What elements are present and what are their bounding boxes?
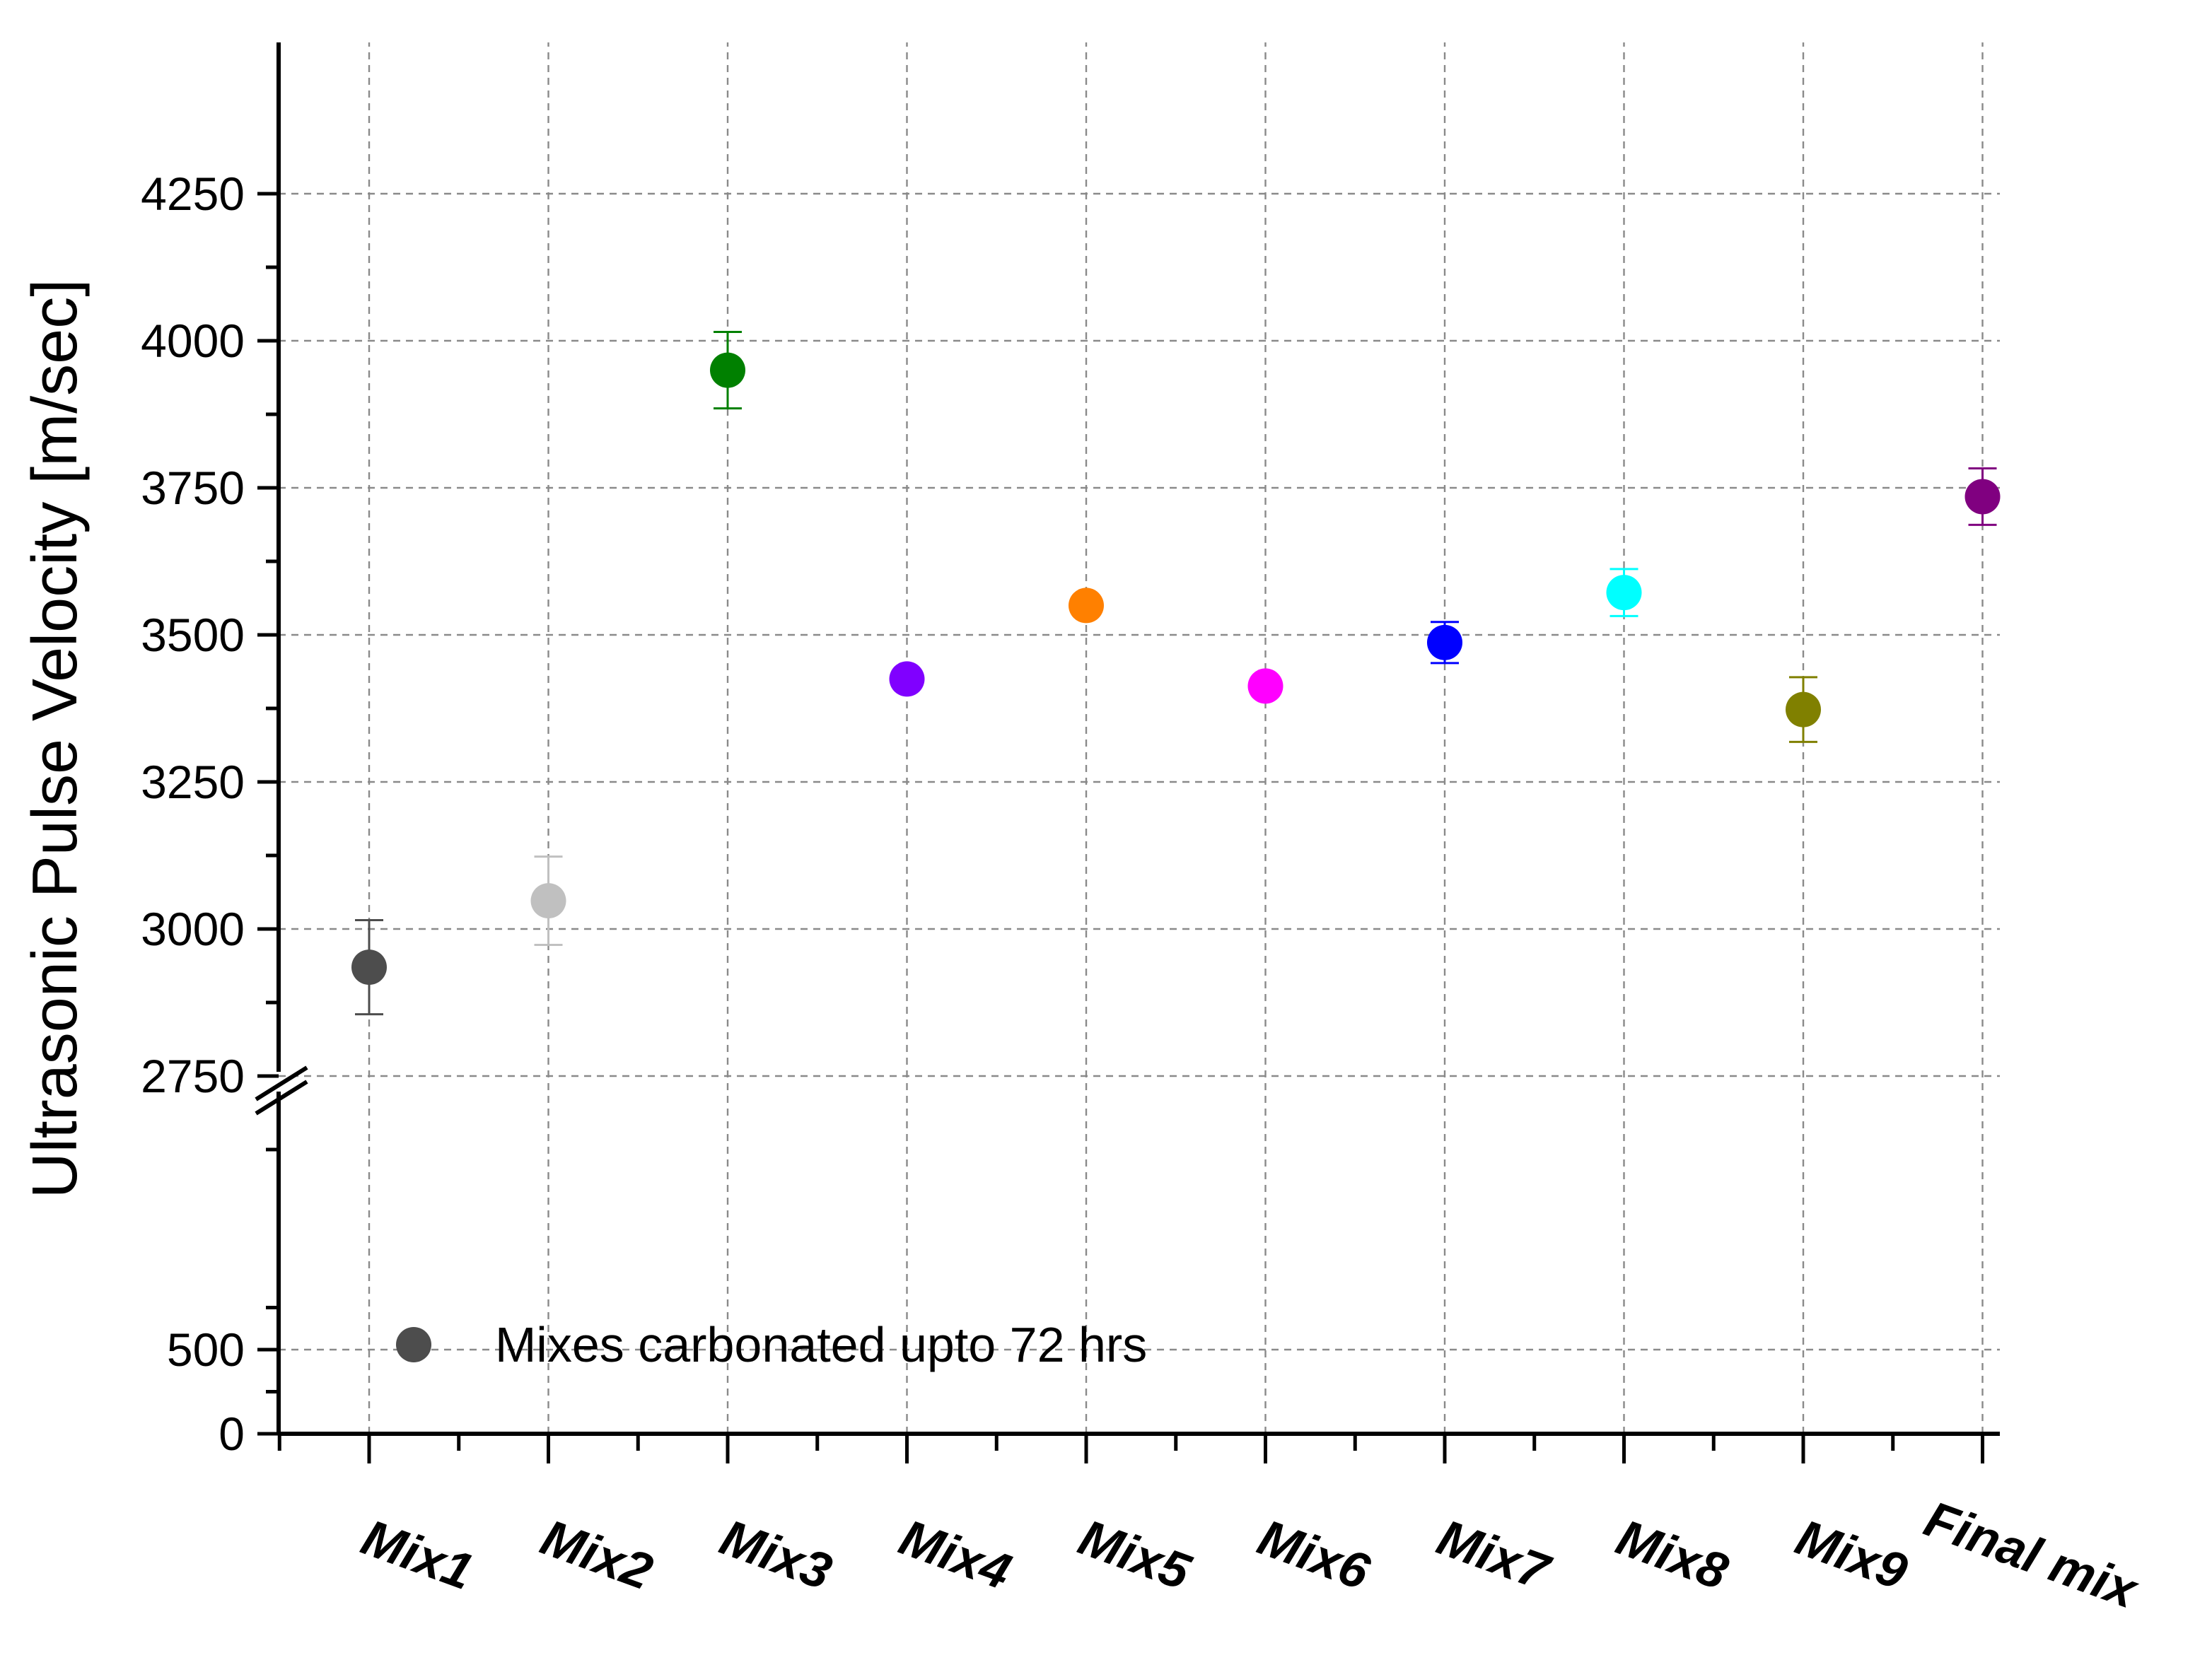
x-tick-label: Mix3 <box>713 1509 839 1601</box>
y-tick-label: 3500 <box>141 609 245 661</box>
x-tick-label: Final mix <box>1917 1490 2146 1620</box>
x-tick-label: Mix7 <box>1430 1509 1558 1601</box>
point-marker <box>889 661 925 697</box>
axis-break-marks <box>255 1065 308 1116</box>
y-tick-label: 3000 <box>141 903 245 955</box>
x-tick-label: Mix9 <box>1788 1509 1914 1601</box>
y-axis-title: Ultrasonic Pulse Velocity [m/sec] <box>20 279 91 1198</box>
grid-lines <box>279 42 2000 1434</box>
y-tick-label: 0 <box>219 1408 245 1460</box>
x-tick-label: Mix1 <box>354 1509 480 1601</box>
point-marker <box>1427 624 1462 660</box>
point-marker <box>1964 479 2001 515</box>
data-point <box>530 855 566 946</box>
data-point <box>710 331 745 410</box>
data-point <box>351 919 387 1016</box>
y-tick-label: 3750 <box>141 462 245 514</box>
x-ticks: Mix1 Mix2 Mix3 Mix4 Mix5 Mix6 Mix7 Mix8 Mix9 Fina… <box>277 1434 2146 1620</box>
data-point <box>889 661 925 697</box>
y-ticks: 0 500 2750 3000 3250 3500 3750 4000 4250 <box>141 168 279 1460</box>
data-point <box>1786 676 1821 743</box>
data-point <box>1247 668 1283 704</box>
point-marker <box>530 883 566 919</box>
point-marker <box>1786 691 1821 727</box>
x-tick-label: Mix5 <box>1071 1509 1198 1601</box>
axes <box>255 42 2000 1436</box>
data-point <box>1427 621 1462 665</box>
data-points <box>351 331 2001 1016</box>
legend: Mixes carbonated upto 72 hrs <box>396 1317 1147 1372</box>
y-tick-label: 4250 <box>141 168 245 220</box>
y-tick-label: 3250 <box>141 756 245 808</box>
point-marker <box>1606 575 1642 611</box>
y-tick-label: 500 <box>167 1323 245 1376</box>
y-tick-label: 4000 <box>141 315 245 367</box>
legend-label: Mixes carbonated upto 72 hrs <box>495 1317 1147 1372</box>
point-marker <box>710 352 745 388</box>
point-marker <box>351 949 387 986</box>
point-marker <box>1247 668 1283 704</box>
x-tick-label: Mix8 <box>1609 1509 1735 1601</box>
x-tick-label: Mix4 <box>892 1509 1018 1601</box>
data-point <box>1606 568 1642 617</box>
y-tick-label: 2750 <box>141 1050 245 1102</box>
x-tick-label: Mix2 <box>534 1509 660 1601</box>
x-tick-label: Mix6 <box>1251 1509 1378 1601</box>
data-point <box>1069 588 1104 624</box>
legend-marker <box>396 1327 431 1362</box>
point-marker <box>1069 588 1104 624</box>
data-point <box>1964 467 2001 526</box>
